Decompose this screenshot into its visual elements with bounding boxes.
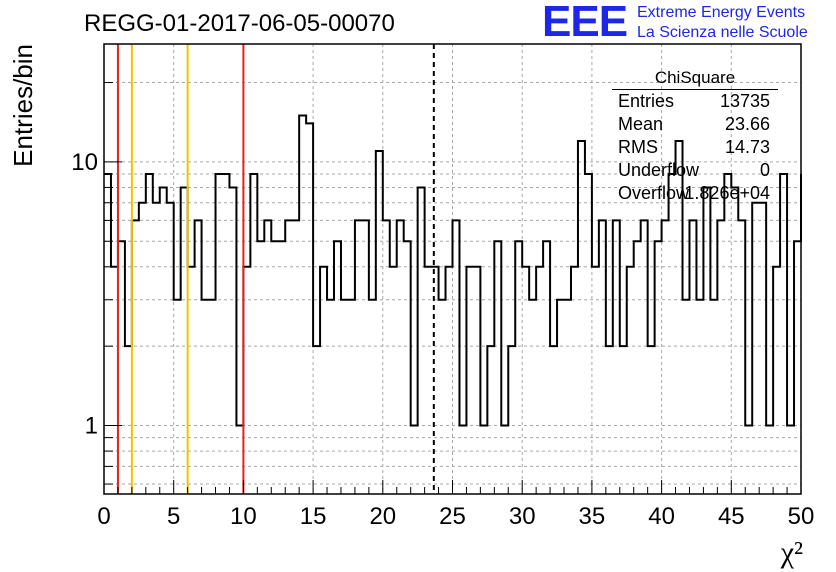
- x-tick-label: 35: [579, 503, 606, 530]
- stats-row-entries: Entries 13735: [612, 90, 778, 113]
- stats-label: Overflow: [618, 183, 690, 203]
- stats-label: Entries: [618, 91, 675, 111]
- stats-row-underflow: Underflow 0: [612, 159, 778, 182]
- x-tick-label: 0: [97, 503, 110, 530]
- x-tick-label: 15: [300, 503, 327, 530]
- stats-value: 23.66: [724, 114, 770, 134]
- x-tick-label: 5: [167, 503, 180, 530]
- eee-logo: EEE Extreme Energy Events La Scienza nel…: [542, 0, 834, 46]
- x-tick-label: 40: [648, 503, 675, 530]
- logo-line-2: La Scienza nelle Scuole: [637, 24, 808, 41]
- y-tick-label: 1: [85, 413, 98, 440]
- stats-label: RMS: [618, 137, 658, 157]
- y-tick-label: 10: [71, 149, 98, 176]
- x-axis-label: χ²: [780, 536, 803, 569]
- x-axis-ticks: 0 5 10 15 20 25 30 35 40 45 50: [97, 480, 814, 530]
- stats-value: 1.826e+04: [684, 183, 770, 203]
- x-tick-label: 10: [230, 503, 257, 530]
- stats-divider: [612, 89, 778, 90]
- y-axis-label: Entries/bin: [8, 44, 38, 167]
- histogram-line: [104, 114, 802, 427]
- logo-line-1: Extreme Energy Events: [637, 4, 806, 21]
- stats-title: ChiSquare: [654, 68, 736, 87]
- x-tick-label: 50: [788, 503, 815, 530]
- logo-mark: EEE: [542, 0, 628, 46]
- stats-box: ChiSquare Entries 13735 Mean 23.66 RMS 1…: [612, 66, 778, 205]
- stats-value: 0: [759, 160, 770, 180]
- plot-title: REGG-01-2017-06-05-00070: [84, 10, 395, 37]
- stats-row-rms: RMS 14.73: [612, 136, 778, 159]
- x-tick-label: 20: [369, 503, 396, 530]
- reference-lines: [116, 44, 435, 494]
- y-axis-ticks: 1 10: [71, 82, 122, 485]
- x-tick-label: 45: [718, 503, 745, 530]
- stats-row-overflow: Overflow 1.826e+04: [612, 182, 778, 205]
- x-tick-label: 25: [439, 503, 466, 530]
- x-tick-label: 30: [509, 503, 536, 530]
- stats-label: Underflow: [618, 160, 700, 180]
- stats-value: 14.73: [724, 137, 770, 157]
- stats-value: 13735: [719, 91, 770, 111]
- stats-label: Mean: [618, 114, 664, 134]
- stats-row-mean: Mean 23.66: [612, 113, 778, 136]
